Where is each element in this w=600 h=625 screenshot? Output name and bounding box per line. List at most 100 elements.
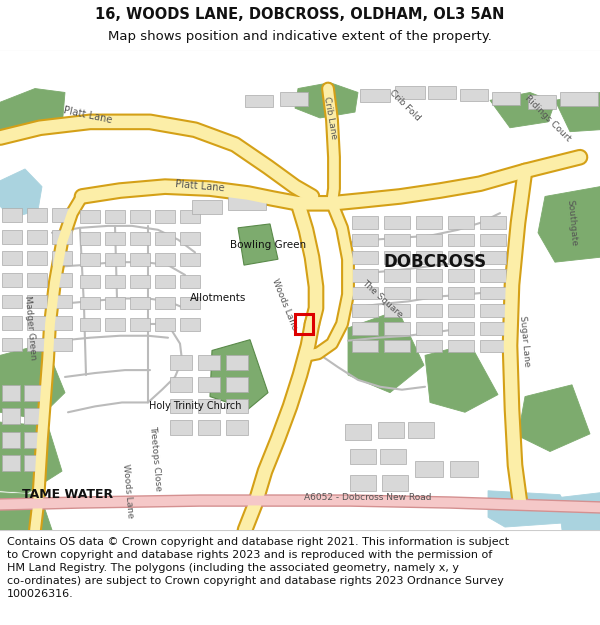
Polygon shape — [384, 251, 410, 264]
Polygon shape — [448, 269, 474, 282]
Polygon shape — [27, 208, 47, 222]
Text: Map shows position and indicative extent of the property.: Map shows position and indicative extent… — [108, 31, 492, 43]
Polygon shape — [130, 318, 150, 331]
Polygon shape — [384, 339, 410, 352]
Polygon shape — [2, 294, 22, 308]
Polygon shape — [384, 304, 410, 317]
Polygon shape — [27, 273, 47, 287]
Polygon shape — [80, 296, 100, 309]
Polygon shape — [408, 422, 434, 437]
Text: Madger Green: Madger Green — [23, 296, 37, 361]
Polygon shape — [348, 310, 424, 392]
Polygon shape — [416, 251, 442, 264]
Polygon shape — [105, 296, 125, 309]
Polygon shape — [448, 304, 474, 317]
Polygon shape — [425, 344, 498, 412]
Polygon shape — [105, 275, 125, 288]
Polygon shape — [80, 232, 100, 244]
Text: Woods Lane: Woods Lane — [271, 278, 299, 331]
Polygon shape — [180, 296, 200, 309]
Polygon shape — [480, 322, 506, 335]
Polygon shape — [448, 287, 474, 299]
Polygon shape — [384, 216, 410, 229]
Text: Crib Lane: Crib Lane — [322, 96, 338, 140]
Polygon shape — [558, 492, 600, 530]
Polygon shape — [382, 475, 408, 491]
Polygon shape — [416, 216, 442, 229]
Polygon shape — [416, 304, 442, 317]
Polygon shape — [492, 92, 520, 105]
Text: Crib Fold: Crib Fold — [388, 88, 422, 122]
Polygon shape — [170, 420, 192, 435]
Polygon shape — [24, 432, 42, 447]
Polygon shape — [350, 475, 376, 491]
Polygon shape — [130, 210, 150, 223]
Polygon shape — [238, 224, 278, 265]
Text: Bowling Green: Bowling Green — [230, 241, 306, 251]
Polygon shape — [480, 251, 506, 264]
Polygon shape — [80, 275, 100, 288]
Polygon shape — [170, 377, 192, 392]
Polygon shape — [2, 316, 22, 330]
Polygon shape — [2, 432, 20, 447]
Polygon shape — [192, 201, 222, 214]
Polygon shape — [228, 196, 266, 210]
Polygon shape — [155, 232, 175, 244]
Polygon shape — [352, 322, 378, 335]
Polygon shape — [450, 461, 478, 477]
Polygon shape — [105, 318, 125, 331]
Polygon shape — [416, 234, 442, 246]
Polygon shape — [0, 169, 42, 218]
Polygon shape — [52, 230, 72, 244]
Polygon shape — [416, 322, 442, 335]
Polygon shape — [2, 456, 20, 471]
Polygon shape — [130, 275, 150, 288]
Polygon shape — [27, 230, 47, 244]
Polygon shape — [380, 449, 406, 464]
Polygon shape — [130, 296, 150, 309]
Text: Southgate: Southgate — [565, 199, 578, 247]
Polygon shape — [52, 208, 72, 222]
Polygon shape — [480, 234, 506, 246]
Text: 16, WOODS LANE, DOBCROSS, OLDHAM, OL3 5AN: 16, WOODS LANE, DOBCROSS, OLDHAM, OL3 5A… — [95, 7, 505, 22]
Polygon shape — [155, 275, 175, 288]
Polygon shape — [2, 338, 22, 351]
Text: Treetops Close: Treetops Close — [148, 425, 163, 491]
Polygon shape — [198, 377, 220, 392]
Polygon shape — [0, 344, 65, 419]
Polygon shape — [105, 232, 125, 244]
Polygon shape — [528, 96, 556, 109]
Polygon shape — [480, 287, 506, 299]
Polygon shape — [352, 234, 378, 246]
Text: Platt Lane: Platt Lane — [63, 105, 113, 125]
Polygon shape — [2, 385, 20, 401]
Polygon shape — [2, 208, 22, 222]
Polygon shape — [480, 269, 506, 282]
Polygon shape — [198, 356, 220, 370]
Text: Ridings Court: Ridings Court — [523, 93, 573, 142]
Polygon shape — [105, 210, 125, 223]
Polygon shape — [130, 232, 150, 244]
Polygon shape — [198, 399, 220, 413]
Polygon shape — [538, 187, 600, 262]
Polygon shape — [448, 251, 474, 264]
Polygon shape — [378, 422, 404, 437]
Polygon shape — [555, 92, 600, 132]
Polygon shape — [105, 253, 125, 266]
Polygon shape — [170, 356, 192, 370]
Polygon shape — [130, 253, 150, 266]
Polygon shape — [480, 304, 506, 317]
Polygon shape — [52, 251, 72, 265]
Polygon shape — [490, 92, 555, 128]
Polygon shape — [350, 449, 376, 464]
Polygon shape — [0, 422, 62, 492]
Polygon shape — [226, 399, 248, 413]
Polygon shape — [416, 339, 442, 352]
Polygon shape — [2, 251, 22, 265]
Polygon shape — [352, 251, 378, 264]
Polygon shape — [352, 304, 378, 317]
Polygon shape — [352, 287, 378, 299]
Polygon shape — [415, 461, 443, 477]
Polygon shape — [384, 234, 410, 246]
Polygon shape — [480, 216, 506, 229]
